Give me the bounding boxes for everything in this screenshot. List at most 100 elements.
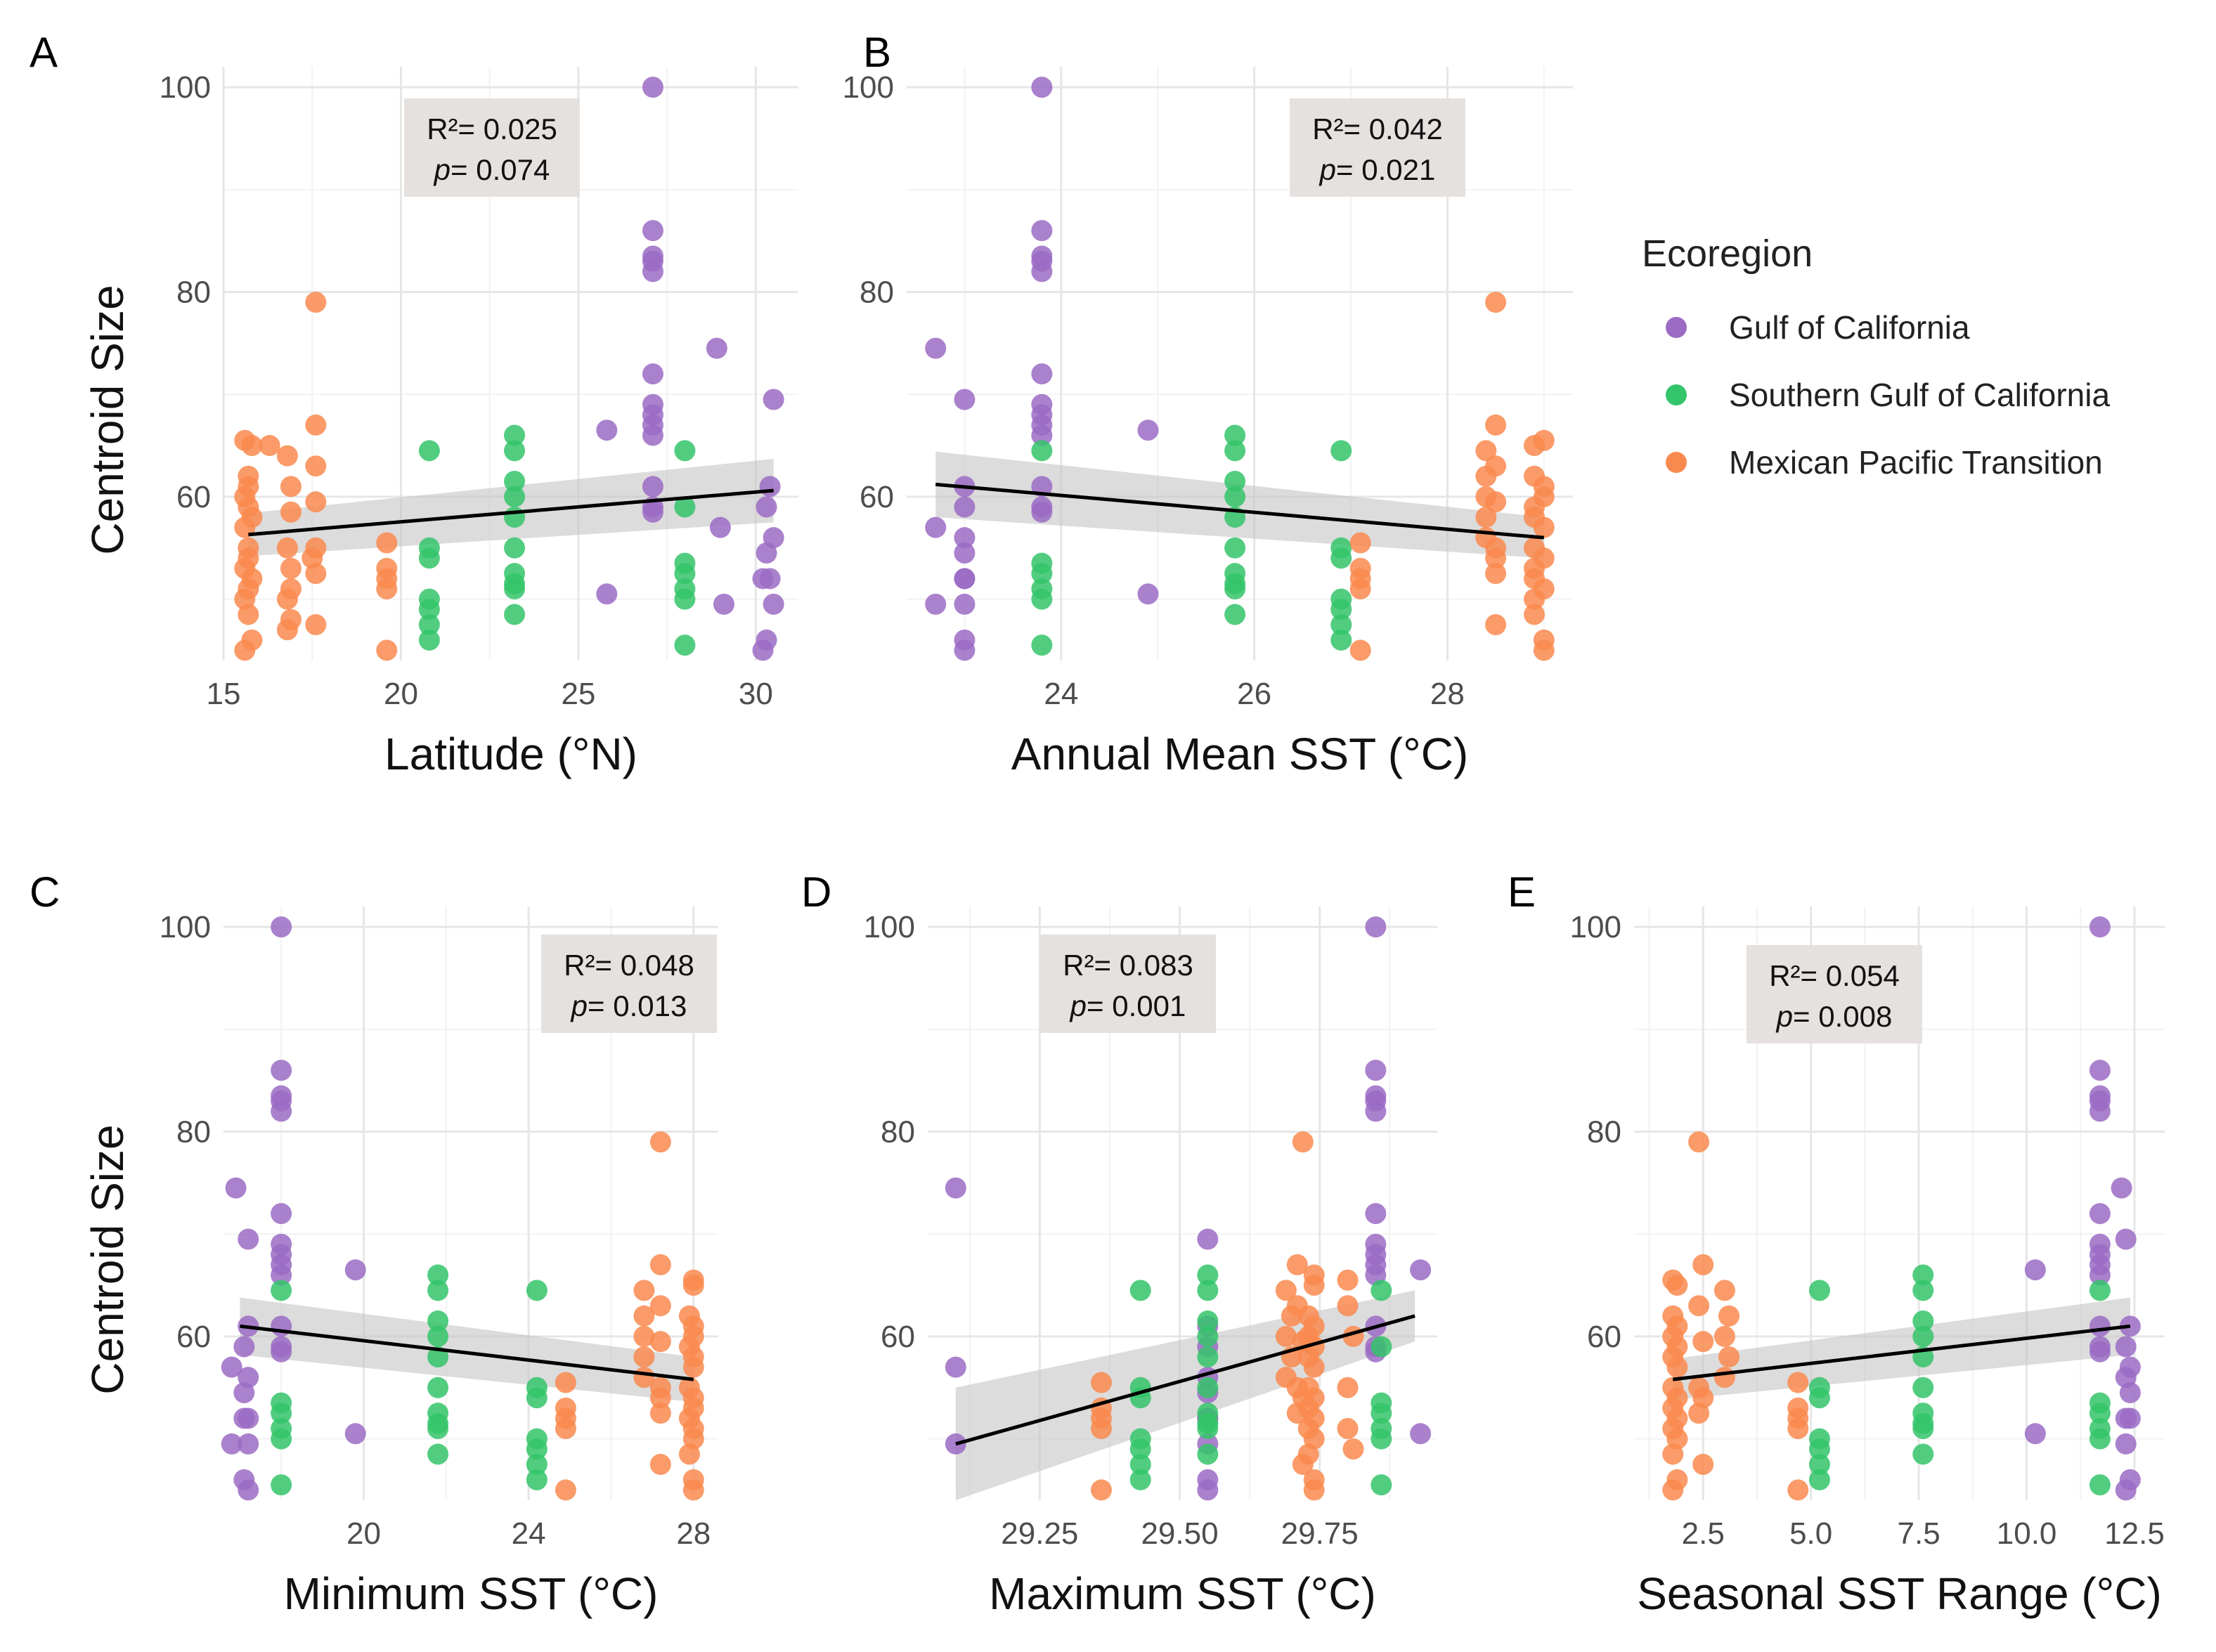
data-point (271, 1280, 292, 1301)
data-point (555, 1418, 576, 1440)
x-tick-label: 15 (207, 677, 241, 711)
data-point (504, 578, 526, 600)
data-point (427, 1310, 449, 1332)
regression-line (935, 482, 1545, 540)
data-point (954, 568, 976, 590)
data-point (305, 455, 327, 477)
stats-p-value: = 0.013 (588, 989, 687, 1022)
data-point (1485, 292, 1507, 313)
y-tick-label: 100 (843, 70, 894, 105)
data-point (1912, 1443, 1934, 1465)
data-point (1031, 77, 1053, 98)
data-point (756, 542, 777, 564)
panel-c: 20 24 28 60 80 100 R²= 0.048 p= 0.013 Minimum SS… (30, 869, 718, 1619)
regression-line (248, 488, 774, 537)
data-point (1297, 1443, 1319, 1465)
x-axis-title: Maximum SST (°C) (989, 1568, 1376, 1619)
data-point (1912, 1325, 1934, 1347)
data-point (642, 476, 663, 497)
data-point (1524, 604, 1546, 625)
x-tick-label: 5.0 (1789, 1516, 1832, 1551)
panel-e: 2.5 5.0 7.5 10.0 12.5 60 80 100 R²= 0.054 p= 0.00… (1508, 869, 2165, 1619)
data-point (642, 220, 663, 242)
data-point (1337, 1418, 1359, 1440)
data-point (2024, 1423, 2046, 1445)
data-point (1137, 583, 1159, 605)
data-point (642, 261, 663, 282)
data-point (1129, 1280, 1151, 1301)
data-point (1197, 1479, 1219, 1501)
data-point (1808, 1280, 1830, 1301)
data-point (1330, 547, 1352, 569)
stats-box (1290, 98, 1465, 197)
x-tick-label: 29.75 (1281, 1516, 1359, 1551)
panel-letter: C (30, 869, 60, 916)
data-point (1688, 1403, 1710, 1424)
legend-dot-pacific (1666, 452, 1687, 473)
data-point (759, 476, 781, 497)
data-point (1031, 220, 1053, 242)
data-point (1912, 1377, 1934, 1398)
data-point (633, 1367, 655, 1388)
data-point (1197, 1443, 1219, 1465)
data-point (1371, 1403, 1392, 1424)
data-point (241, 435, 263, 457)
data-point (756, 496, 777, 518)
y-tick-label: 80 (176, 275, 211, 310)
data-point (1275, 1325, 1297, 1347)
data-point (1787, 1418, 1809, 1440)
data-point (1137, 419, 1159, 441)
data-point (1371, 1336, 1392, 1358)
data-point (526, 1454, 547, 1476)
data-point (1281, 1305, 1302, 1327)
x-axis-title: Seasonal SST Range (°C) (1637, 1568, 2162, 1619)
data-point (271, 916, 292, 938)
data-point (1031, 424, 1053, 446)
data-point (2115, 1479, 2137, 1501)
stats-p-label: p (570, 989, 588, 1022)
data-point (1371, 1474, 1392, 1496)
y-tick-label: 60 (881, 1320, 915, 1354)
data-point (1224, 486, 1246, 507)
data-point (642, 77, 663, 98)
data-point (221, 1433, 242, 1455)
data-point (418, 599, 440, 620)
data-point (1410, 1423, 1432, 1445)
data-point (225, 1177, 247, 1199)
data-point (2089, 1264, 2111, 1286)
data-point (954, 389, 976, 410)
y-tick-label: 60 (176, 1320, 211, 1354)
data-point (280, 501, 302, 523)
data-point (2089, 1280, 2111, 1301)
data-point (649, 1295, 671, 1317)
data-point (427, 1377, 449, 1398)
legend-title: Ecoregion (1642, 233, 1813, 275)
data-point (555, 1372, 576, 1393)
legend-item-gulf: Gulf of California (1638, 294, 2110, 361)
data-point (1533, 639, 1555, 661)
stats-p: p= 0.074 (433, 153, 550, 186)
stats-p: p= 0.021 (1318, 153, 1436, 186)
data-point (1197, 1377, 1219, 1398)
data-point (2089, 1315, 2111, 1337)
data-point (596, 583, 618, 605)
data-point (1031, 635, 1053, 656)
y-tick-label: 100 (1570, 910, 1621, 944)
data-point (1224, 604, 1246, 625)
data-point (649, 1403, 671, 1424)
data-point (1031, 588, 1053, 610)
data-point (1688, 1131, 1710, 1153)
data-point (1129, 1469, 1151, 1490)
data-point (633, 1305, 655, 1327)
data-point (418, 614, 440, 636)
data-point (344, 1259, 366, 1281)
data-point (674, 563, 696, 585)
data-point (1365, 1203, 1387, 1225)
data-point (1475, 440, 1497, 462)
data-point (2089, 1203, 2111, 1225)
data-point (1330, 599, 1352, 620)
data-point (1303, 1275, 1325, 1296)
data-point (649, 1454, 671, 1476)
data-point (1197, 1228, 1219, 1250)
data-point (276, 588, 298, 610)
